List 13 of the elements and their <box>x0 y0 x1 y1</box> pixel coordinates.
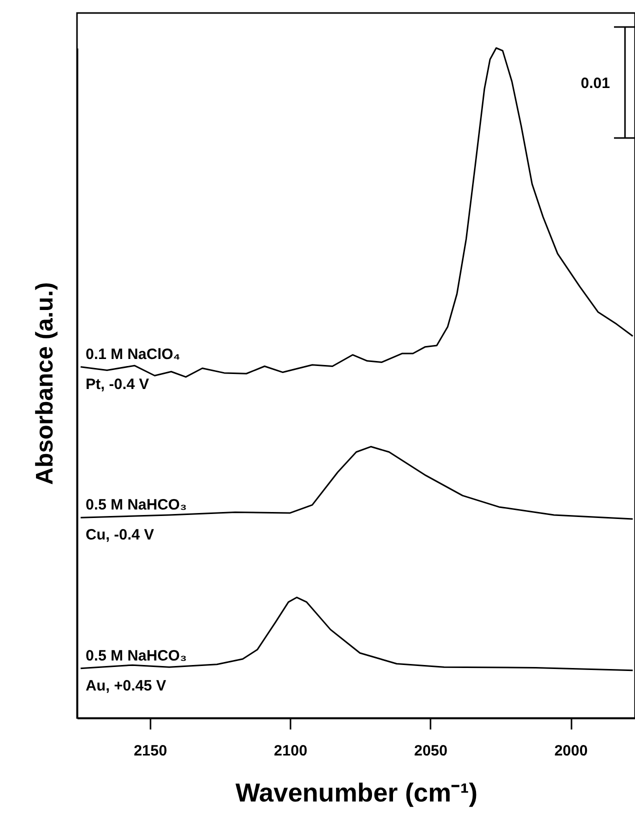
annotation: Cu, -0.4 V <box>86 526 154 544</box>
annotation: 0.5 M NaHCO₃ <box>86 496 187 514</box>
x-axis-title: Wavenumber (cm⁻¹) <box>235 778 478 808</box>
x-tick-label: 2100 <box>274 742 308 760</box>
annotation: 0.5 M NaHCO₃ <box>86 647 187 664</box>
annotation: 0.1 M NaClO₄ <box>86 346 180 363</box>
x-tick-label: 2000 <box>554 742 588 760</box>
y-axis-title: Absorbance (a.u.) <box>32 282 58 485</box>
annotation: 0.01 <box>580 75 610 92</box>
x-tick-label: 2150 <box>134 742 168 760</box>
annotation: Au, +0.45 V <box>86 677 166 694</box>
annotation: Pt, -0.4 V <box>86 376 150 393</box>
x-tick-label: 2050 <box>414 742 448 760</box>
